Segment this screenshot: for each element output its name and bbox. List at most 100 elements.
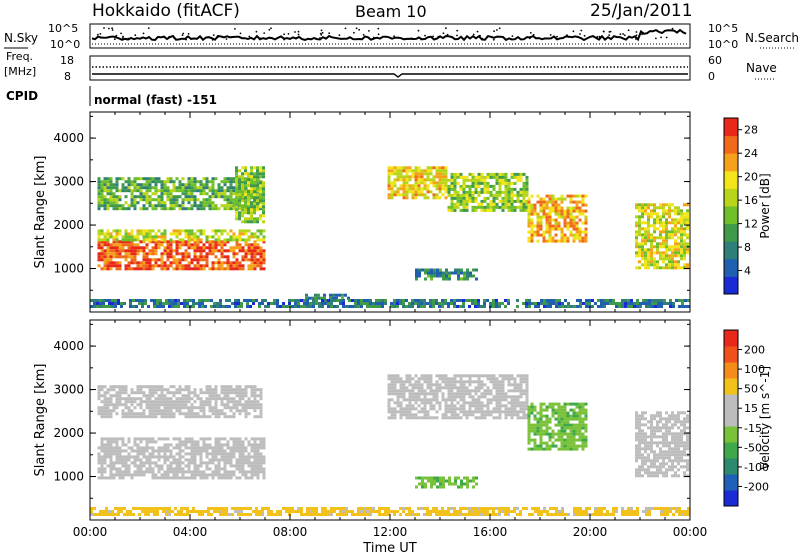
echo-cell bbox=[627, 302, 630, 305]
echo-cell bbox=[187, 192, 191, 196]
echo-cell bbox=[181, 455, 185, 459]
echo-cell bbox=[338, 293, 341, 297]
echo-cell bbox=[235, 403, 239, 407]
echo-cell bbox=[103, 406, 107, 410]
echo-cell bbox=[97, 252, 101, 256]
echo-cell bbox=[495, 401, 499, 405]
echo-cell bbox=[480, 386, 484, 390]
echo-cell bbox=[420, 299, 423, 302]
echo-cell bbox=[686, 203, 689, 207]
echo-cell bbox=[536, 230, 540, 234]
echo-cell bbox=[223, 385, 227, 389]
echo-cell bbox=[190, 455, 194, 459]
echo-cell bbox=[115, 440, 119, 444]
echo-cell bbox=[525, 413, 529, 417]
nsky-point bbox=[111, 29, 114, 31]
echo-cell bbox=[148, 258, 152, 262]
echo-cell bbox=[135, 299, 138, 302]
echo-cell bbox=[214, 394, 218, 398]
echo-cell bbox=[148, 189, 152, 193]
echo-cell bbox=[151, 192, 155, 196]
echo-cell bbox=[551, 441, 555, 445]
echo-cell bbox=[115, 264, 119, 268]
echo-cell bbox=[238, 190, 241, 194]
echo-cell bbox=[97, 409, 101, 413]
echo-cell bbox=[545, 227, 549, 231]
echo-cell bbox=[183, 305, 186, 308]
echo-cell bbox=[181, 207, 185, 211]
echo-cell bbox=[554, 411, 558, 415]
echo-cell bbox=[139, 388, 143, 392]
echo-cell bbox=[426, 169, 430, 173]
echo-cell bbox=[177, 305, 180, 308]
echo-cell bbox=[545, 423, 549, 427]
echo-cell bbox=[103, 258, 107, 262]
echo-cell bbox=[136, 452, 140, 456]
echo-cell bbox=[247, 476, 251, 480]
echo-cell bbox=[199, 415, 203, 419]
echo-cell bbox=[504, 410, 508, 414]
echo-cell bbox=[539, 411, 543, 415]
echo-cell bbox=[151, 391, 155, 395]
echo-cell bbox=[369, 299, 372, 302]
echo-cell bbox=[447, 392, 451, 396]
echo-cell bbox=[569, 215, 573, 219]
echo-cell bbox=[450, 175, 454, 179]
echo-cell bbox=[214, 467, 218, 471]
echo-cell bbox=[169, 415, 173, 419]
nsky-point bbox=[511, 35, 514, 37]
echo-cell bbox=[175, 470, 179, 474]
echo-cell bbox=[411, 404, 415, 408]
echo-cell bbox=[495, 190, 499, 194]
echo-cell bbox=[656, 426, 659, 430]
echo-cell bbox=[683, 242, 686, 246]
echo-cell bbox=[527, 212, 531, 216]
nsky-point bbox=[122, 35, 124, 38]
echo-cell bbox=[262, 169, 265, 173]
nsky-point bbox=[492, 38, 495, 41]
echo-cell bbox=[157, 189, 161, 193]
echo-cell bbox=[226, 177, 230, 181]
echo-cell bbox=[396, 392, 400, 396]
echo-cell bbox=[241, 267, 245, 271]
echo-cell bbox=[606, 302, 609, 305]
echo-cell bbox=[666, 302, 669, 305]
echo-cell bbox=[405, 410, 409, 414]
echo-cell bbox=[172, 261, 176, 265]
echo-cell bbox=[414, 392, 418, 396]
echo-cell bbox=[575, 426, 579, 430]
echo-cell bbox=[160, 198, 164, 202]
echo-cell bbox=[674, 450, 677, 454]
echo-cell bbox=[253, 205, 256, 209]
echo-cell bbox=[136, 449, 140, 453]
echo-cell bbox=[668, 206, 671, 210]
echo-cell bbox=[578, 236, 582, 240]
echo-cell bbox=[456, 392, 460, 396]
echo-cell bbox=[519, 175, 523, 179]
echo-cell bbox=[150, 299, 153, 302]
echo-cell bbox=[253, 446, 257, 450]
echo-cell bbox=[151, 455, 155, 459]
echo-cell bbox=[671, 251, 674, 255]
echo-cell bbox=[480, 305, 483, 308]
echo-cell bbox=[175, 240, 179, 244]
echo-cell bbox=[148, 455, 152, 459]
echo-cell bbox=[240, 302, 243, 305]
echo-cell bbox=[411, 196, 415, 200]
echo-cell bbox=[408, 374, 412, 378]
echo-cell bbox=[100, 240, 104, 244]
echo-cell bbox=[438, 389, 442, 393]
echo-cell bbox=[566, 402, 570, 406]
echo-cell bbox=[121, 235, 125, 239]
echo-cell bbox=[253, 181, 256, 185]
echo-cell bbox=[178, 229, 182, 233]
power-ylabel: Slant Range [km] bbox=[33, 156, 48, 269]
echo-cell bbox=[600, 299, 603, 302]
echo-cell bbox=[441, 305, 444, 308]
echo-cell bbox=[169, 252, 173, 256]
echo-cell bbox=[115, 403, 119, 407]
echo-cell bbox=[118, 391, 122, 395]
echo-cell bbox=[522, 187, 526, 191]
echo-cell bbox=[196, 238, 200, 242]
echo-cell bbox=[456, 374, 460, 378]
